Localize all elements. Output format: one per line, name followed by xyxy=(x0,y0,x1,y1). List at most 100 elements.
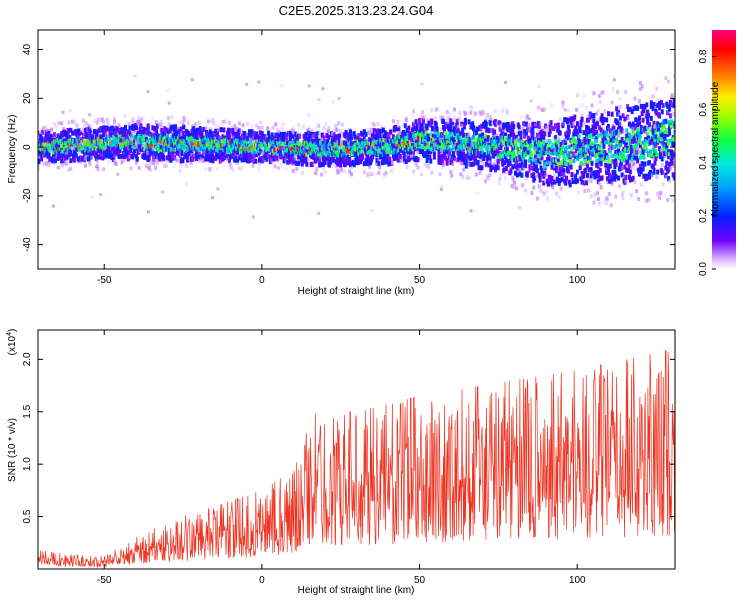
spectrogram-cell xyxy=(47,153,51,159)
spectrogram-cell xyxy=(120,156,124,161)
spectrogram-cell xyxy=(444,121,448,127)
spectrogram-cell xyxy=(473,155,477,161)
spectrogram-cell xyxy=(583,157,587,162)
spectrogram-cell xyxy=(109,132,113,138)
spectrogram-cell xyxy=(579,119,583,125)
spectrogram-cell xyxy=(470,124,474,130)
spectrogram-cell xyxy=(356,139,360,144)
spectrogram-cell xyxy=(470,162,474,168)
spectrogram-cell xyxy=(83,156,87,161)
spectrogram-cell xyxy=(99,147,103,153)
spectrogram-cell xyxy=(501,158,505,164)
spectrogram-cell xyxy=(226,131,230,137)
spectrogram-cell xyxy=(200,132,204,138)
spectrogram-cell xyxy=(159,144,163,150)
spectrogram-cell xyxy=(183,118,187,123)
spectrogram-cell xyxy=(64,144,68,149)
spectrogram-cell xyxy=(290,144,294,149)
spectrogram-cell xyxy=(534,150,538,155)
spectrogram-cell xyxy=(452,136,456,142)
spectrogram-cell xyxy=(401,148,405,154)
spectrogram-cell xyxy=(596,158,600,163)
spectrogram-cell xyxy=(598,144,602,149)
spectrogram-cell xyxy=(395,126,399,132)
spectrogram-cell xyxy=(486,136,490,142)
spectrogram-cell xyxy=(234,134,238,140)
spectrogram-cell xyxy=(595,158,599,163)
spectrogram-cell xyxy=(428,141,432,146)
spectrogram-cell xyxy=(562,141,566,146)
spectrogram-cell xyxy=(334,137,338,143)
spectrogram-cell xyxy=(51,157,55,163)
spectrogram-cell xyxy=(95,159,99,164)
spectrogram-cell xyxy=(274,122,278,127)
spectrogram-cell xyxy=(482,111,486,116)
spectrogram-cell xyxy=(240,150,244,155)
spectrogram-cell xyxy=(339,138,343,143)
spectrogram-cell xyxy=(600,134,604,139)
spectrogram-cell xyxy=(301,124,305,129)
spectrogram-cell xyxy=(560,171,564,177)
spectrogram-cell xyxy=(530,152,534,157)
spectrogram-cell xyxy=(605,158,609,163)
spectrogram-cell xyxy=(493,125,497,130)
spectrogram-cell xyxy=(577,125,581,131)
spectrogram-cell xyxy=(521,146,525,151)
spectrogram-cell xyxy=(591,142,595,147)
spectrogram-cell xyxy=(431,125,435,131)
spectrogram-cell xyxy=(549,178,553,184)
spectrogram-cell xyxy=(606,163,610,169)
spectrogram-cell xyxy=(41,154,45,159)
spectrogram-cell xyxy=(575,93,579,98)
spectrogram-cell xyxy=(143,129,147,135)
spectrogram-cell xyxy=(498,176,502,181)
spectrogram-cell xyxy=(127,150,131,156)
spectrogram-cell xyxy=(615,161,619,167)
spectrogram-cell xyxy=(610,181,614,186)
spectrogram-cell xyxy=(381,145,385,150)
spectrogram-cell xyxy=(39,133,43,139)
spectrogram-cell xyxy=(534,164,538,170)
spectrogram-cell xyxy=(462,144,466,149)
spectrogram-cell xyxy=(545,160,549,165)
spectrogram-cell xyxy=(380,129,384,135)
spectrogram-cell xyxy=(491,143,495,148)
spectrogram-cell xyxy=(390,161,394,166)
spectrogram-cell xyxy=(329,159,333,165)
spectrogram-cell xyxy=(575,169,579,175)
spectrogram-cell xyxy=(390,168,394,173)
spectrogram-cell xyxy=(55,141,59,147)
spectrogram-cell xyxy=(134,153,138,159)
spectrogram-cell xyxy=(569,116,573,122)
spectrogram-cell xyxy=(184,134,188,140)
spectrogram-cell xyxy=(561,119,565,124)
spectrogram-cell xyxy=(541,131,545,137)
spectrogram-cell xyxy=(542,135,546,141)
spectrogram-cell xyxy=(445,160,449,166)
spectrogram-cell xyxy=(393,125,397,131)
spectrogram-cell xyxy=(514,139,518,144)
spectrogram-cell xyxy=(595,111,599,116)
spectrogram-cell xyxy=(445,157,449,163)
spectrogram-cell xyxy=(563,117,567,123)
spectrogram-cell xyxy=(552,158,556,163)
spectrogram-cell xyxy=(295,167,299,172)
spectrogram-cell xyxy=(288,151,292,157)
spectrogram-cell xyxy=(526,135,530,141)
spectrogram-cell xyxy=(384,144,388,149)
spectrogram-cell xyxy=(411,109,415,114)
spectrogram-cell xyxy=(148,167,152,172)
spectrogram-cell xyxy=(544,164,548,169)
spectrogram-cell xyxy=(450,158,454,164)
spectrogram-cell xyxy=(464,163,468,169)
spectrogram-cell xyxy=(242,149,246,155)
spectrogram-cell xyxy=(567,145,571,150)
spectrogram-cell xyxy=(327,134,331,140)
spectrogram-cell xyxy=(550,181,554,187)
spectrogram-cell xyxy=(263,146,267,151)
spectrogram-cell xyxy=(325,132,329,138)
spectrogram-cell xyxy=(483,152,487,158)
spectrogram-cell xyxy=(102,125,106,131)
spectrogram-cell xyxy=(362,129,366,135)
spectrogram-cell xyxy=(252,130,256,136)
